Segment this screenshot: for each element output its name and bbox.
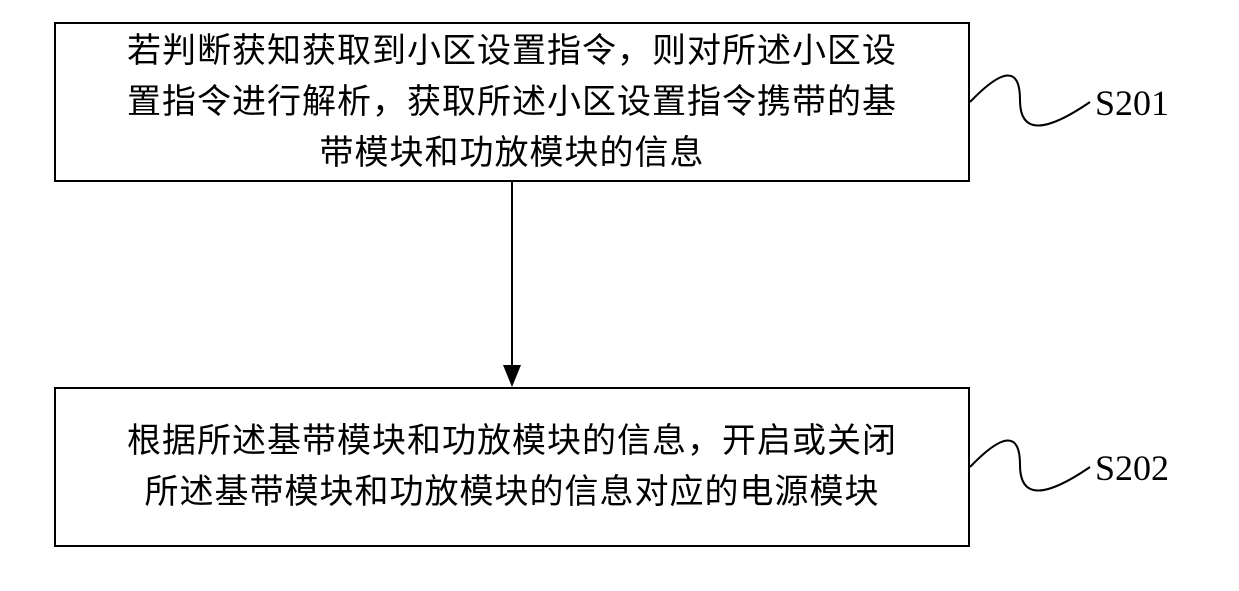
connector-curve-1 [960,60,1110,140]
connector-curve-2 [960,425,1110,505]
flowchart-canvas: 若判断获知获取到小区设置指令，则对所述小区设置指令进行解析，获取所述小区设置指令… [0,0,1239,591]
